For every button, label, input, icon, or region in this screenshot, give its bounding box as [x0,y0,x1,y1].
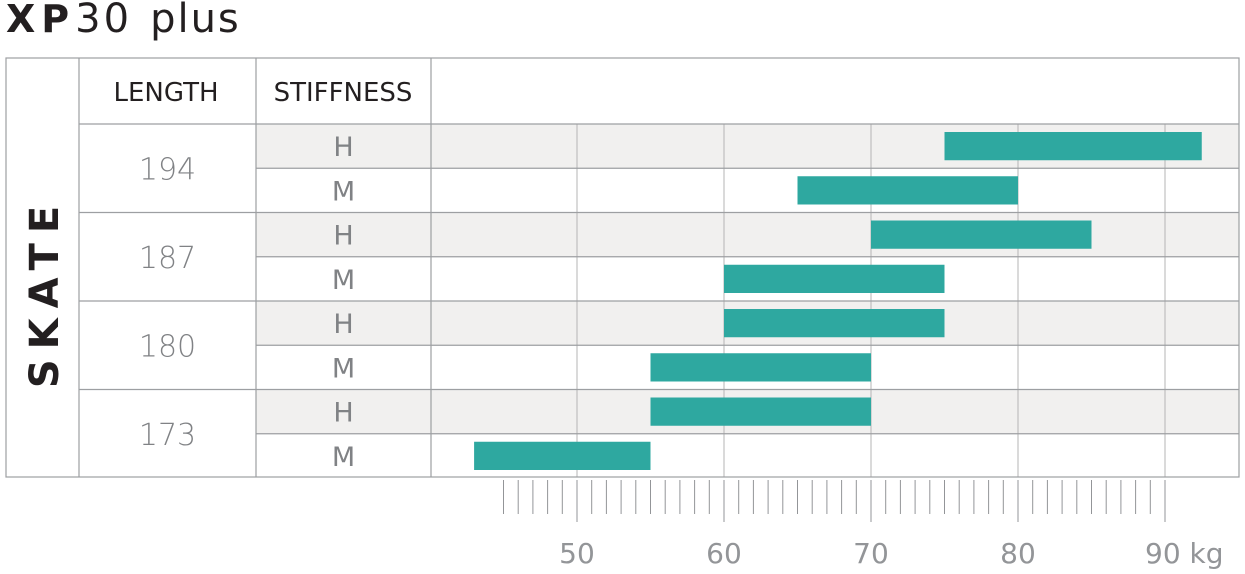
stiffness-label: M [332,176,355,207]
bars [474,132,1202,470]
table-lines [5,57,1240,478]
stiffness-label: H [333,398,353,429]
length-label: 173 [139,418,196,453]
table-border [5,57,1240,478]
title-suffix: plus [150,0,241,42]
stiffness-label: H [333,309,353,340]
x-axis: 50 60 70 80 90 kg [503,480,1224,570]
header-length: LENGTH [113,78,218,108]
stiffness-label: M [332,265,355,296]
range-bar [871,220,1092,249]
tick-label: 50 [559,537,595,570]
range-bar [724,264,945,293]
tick-label: 90 kg [1145,537,1224,570]
stiffness-label: M [332,353,355,384]
length-label: 180 [139,329,196,364]
stiffness-label: H [333,221,353,252]
side-label: SKATE [22,196,68,388]
range-bar [724,309,945,338]
tick-label: 60 [706,537,742,570]
stiffness-label: H [333,132,353,163]
range-bar [474,441,651,470]
tick-label: 80 [1000,537,1036,570]
length-label: 187 [139,241,196,276]
range-bar [650,353,871,382]
range-bar [944,132,1202,161]
title-brand: XP [6,0,76,41]
tick-label: 70 [853,537,889,570]
length-label: 194 [139,152,196,187]
range-bar [650,397,871,426]
range-bar [797,176,1018,205]
title-model: 30 [75,0,133,42]
row-shade [256,212,1239,257]
stiffness-label: M [332,442,355,473]
chart-title: XP30 plus [6,0,241,43]
header-stiffness: STIFFNESS [274,78,413,108]
